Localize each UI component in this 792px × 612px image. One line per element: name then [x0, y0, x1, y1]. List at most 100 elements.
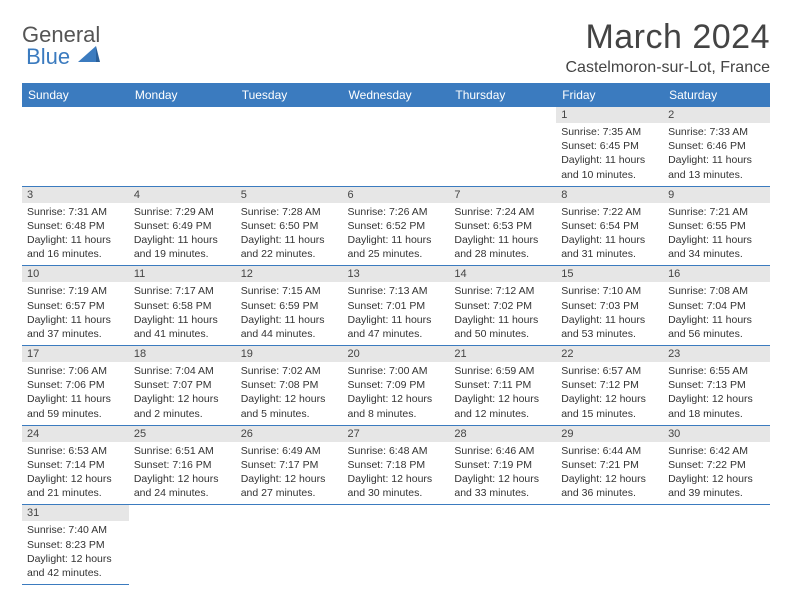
location: Castelmoron-sur-Lot, France	[565, 59, 770, 77]
sunrise-text: Sunrise: 7:28 AM	[241, 205, 338, 219]
sunrise-text: Sunrise: 7:17 AM	[134, 284, 231, 298]
day-content: Sunrise: 7:22 AMSunset: 6:54 PMDaylight:…	[556, 203, 663, 266]
day-number: 2	[663, 107, 770, 123]
day-cell: 16Sunrise: 7:08 AMSunset: 7:04 PMDayligh…	[663, 266, 770, 346]
daylight-text: Daylight: 12 hours and 39 minutes.	[668, 472, 765, 500]
day-content: Sunrise: 6:49 AMSunset: 7:17 PMDaylight:…	[236, 442, 343, 505]
sunrise-text: Sunrise: 7:21 AM	[668, 205, 765, 219]
sunset-text: Sunset: 7:03 PM	[561, 299, 658, 313]
logo-line1: General	[22, 24, 100, 46]
sunrise-text: Sunrise: 7:04 AM	[134, 364, 231, 378]
day-header-row: Sunday Monday Tuesday Wednesday Thursday…	[22, 83, 770, 107]
sunset-text: Sunset: 7:17 PM	[241, 458, 338, 472]
day-content: Sunrise: 7:28 AMSunset: 6:50 PMDaylight:…	[236, 203, 343, 266]
day-cell: 14Sunrise: 7:12 AMSunset: 7:02 PMDayligh…	[449, 266, 556, 346]
sunrise-text: Sunrise: 6:42 AM	[668, 444, 765, 458]
sunrise-text: Sunrise: 7:15 AM	[241, 284, 338, 298]
sunset-text: Sunset: 6:53 PM	[454, 219, 551, 233]
daylight-text: Daylight: 11 hours and 22 minutes.	[241, 233, 338, 261]
day-number: 7	[449, 187, 556, 203]
week-row: 31Sunrise: 7:40 AMSunset: 8:23 PMDayligh…	[22, 505, 770, 585]
sunrise-text: Sunrise: 7:12 AM	[454, 284, 551, 298]
week-row: 10Sunrise: 7:19 AMSunset: 6:57 PMDayligh…	[22, 266, 770, 346]
sunrise-text: Sunrise: 7:02 AM	[241, 364, 338, 378]
day-cell	[236, 505, 343, 585]
day-content: Sunrise: 7:33 AMSunset: 6:46 PMDaylight:…	[663, 123, 770, 186]
header: General Blue March 2024 Castelmoron-sur-…	[22, 18, 770, 77]
day-cell: 10Sunrise: 7:19 AMSunset: 6:57 PMDayligh…	[22, 266, 129, 346]
day-cell: 31Sunrise: 7:40 AMSunset: 8:23 PMDayligh…	[22, 505, 129, 585]
day-content: Sunrise: 7:35 AMSunset: 6:45 PMDaylight:…	[556, 123, 663, 186]
sunset-text: Sunset: 6:52 PM	[348, 219, 445, 233]
day-content: Sunrise: 7:00 AMSunset: 7:09 PMDaylight:…	[343, 362, 450, 425]
day-content: Sunrise: 7:13 AMSunset: 7:01 PMDaylight:…	[343, 282, 450, 345]
sunrise-text: Sunrise: 7:06 AM	[27, 364, 124, 378]
calendar-table: Sunday Monday Tuesday Wednesday Thursday…	[22, 83, 770, 585]
sunset-text: Sunset: 7:14 PM	[27, 458, 124, 472]
daylight-text: Daylight: 11 hours and 37 minutes.	[27, 313, 124, 341]
day-content: Sunrise: 7:40 AMSunset: 8:23 PMDaylight:…	[22, 521, 129, 584]
day-content: Sunrise: 6:44 AMSunset: 7:21 PMDaylight:…	[556, 442, 663, 505]
daylight-text: Daylight: 11 hours and 19 minutes.	[134, 233, 231, 261]
day-number: 5	[236, 187, 343, 203]
day-number: 26	[236, 426, 343, 442]
day-content: Sunrise: 6:48 AMSunset: 7:18 PMDaylight:…	[343, 442, 450, 505]
day-cell	[449, 107, 556, 186]
calendar-body: 1Sunrise: 7:35 AMSunset: 6:45 PMDaylight…	[22, 107, 770, 585]
daylight-text: Daylight: 12 hours and 24 minutes.	[134, 472, 231, 500]
sunset-text: Sunset: 7:13 PM	[668, 378, 765, 392]
day-content: Sunrise: 7:06 AMSunset: 7:06 PMDaylight:…	[22, 362, 129, 425]
day-cell: 2Sunrise: 7:33 AMSunset: 6:46 PMDaylight…	[663, 107, 770, 186]
day-cell	[236, 107, 343, 186]
day-cell: 12Sunrise: 7:15 AMSunset: 6:59 PMDayligh…	[236, 266, 343, 346]
sunrise-text: Sunrise: 7:29 AM	[134, 205, 231, 219]
day-content: Sunrise: 6:55 AMSunset: 7:13 PMDaylight:…	[663, 362, 770, 425]
sunset-text: Sunset: 7:19 PM	[454, 458, 551, 472]
col-monday: Monday	[129, 83, 236, 107]
day-content: Sunrise: 6:53 AMSunset: 7:14 PMDaylight:…	[22, 442, 129, 505]
week-row: 3Sunrise: 7:31 AMSunset: 6:48 PMDaylight…	[22, 186, 770, 266]
day-cell	[343, 107, 450, 186]
sunset-text: Sunset: 7:12 PM	[561, 378, 658, 392]
sunrise-text: Sunrise: 7:10 AM	[561, 284, 658, 298]
sunset-text: Sunset: 7:01 PM	[348, 299, 445, 313]
sail-icon	[78, 46, 100, 68]
sunrise-text: Sunrise: 7:24 AM	[454, 205, 551, 219]
col-tuesday: Tuesday	[236, 83, 343, 107]
sunrise-text: Sunrise: 7:08 AM	[668, 284, 765, 298]
sunset-text: Sunset: 7:07 PM	[134, 378, 231, 392]
daylight-text: Daylight: 12 hours and 8 minutes.	[348, 392, 445, 420]
day-cell: 5Sunrise: 7:28 AMSunset: 6:50 PMDaylight…	[236, 186, 343, 266]
day-cell	[129, 107, 236, 186]
col-wednesday: Wednesday	[343, 83, 450, 107]
day-number: 27	[343, 426, 450, 442]
day-cell: 1Sunrise: 7:35 AMSunset: 6:45 PMDaylight…	[556, 107, 663, 186]
day-content: Sunrise: 7:31 AMSunset: 6:48 PMDaylight:…	[22, 203, 129, 266]
col-thursday: Thursday	[449, 83, 556, 107]
day-number: 14	[449, 266, 556, 282]
day-cell: 20Sunrise: 7:00 AMSunset: 7:09 PMDayligh…	[343, 346, 450, 426]
day-number: 24	[22, 426, 129, 442]
sunrise-text: Sunrise: 7:13 AM	[348, 284, 445, 298]
day-number: 11	[129, 266, 236, 282]
day-number: 19	[236, 346, 343, 362]
day-number: 30	[663, 426, 770, 442]
daylight-text: Daylight: 12 hours and 42 minutes.	[27, 552, 124, 580]
day-content: Sunrise: 7:08 AMSunset: 7:04 PMDaylight:…	[663, 282, 770, 345]
day-number: 31	[22, 505, 129, 521]
sunrise-text: Sunrise: 7:31 AM	[27, 205, 124, 219]
daylight-text: Daylight: 12 hours and 27 minutes.	[241, 472, 338, 500]
day-number: 16	[663, 266, 770, 282]
day-content: Sunrise: 6:46 AMSunset: 7:19 PMDaylight:…	[449, 442, 556, 505]
sunrise-text: Sunrise: 7:19 AM	[27, 284, 124, 298]
sunrise-text: Sunrise: 6:57 AM	[561, 364, 658, 378]
day-number: 10	[22, 266, 129, 282]
day-cell: 19Sunrise: 7:02 AMSunset: 7:08 PMDayligh…	[236, 346, 343, 426]
day-cell: 29Sunrise: 6:44 AMSunset: 7:21 PMDayligh…	[556, 425, 663, 505]
logo: General Blue	[22, 18, 100, 68]
week-row: 1Sunrise: 7:35 AMSunset: 6:45 PMDaylight…	[22, 107, 770, 186]
daylight-text: Daylight: 11 hours and 50 minutes.	[454, 313, 551, 341]
daylight-text: Daylight: 11 hours and 41 minutes.	[134, 313, 231, 341]
daylight-text: Daylight: 11 hours and 10 minutes.	[561, 153, 658, 181]
sunrise-text: Sunrise: 6:53 AM	[27, 444, 124, 458]
